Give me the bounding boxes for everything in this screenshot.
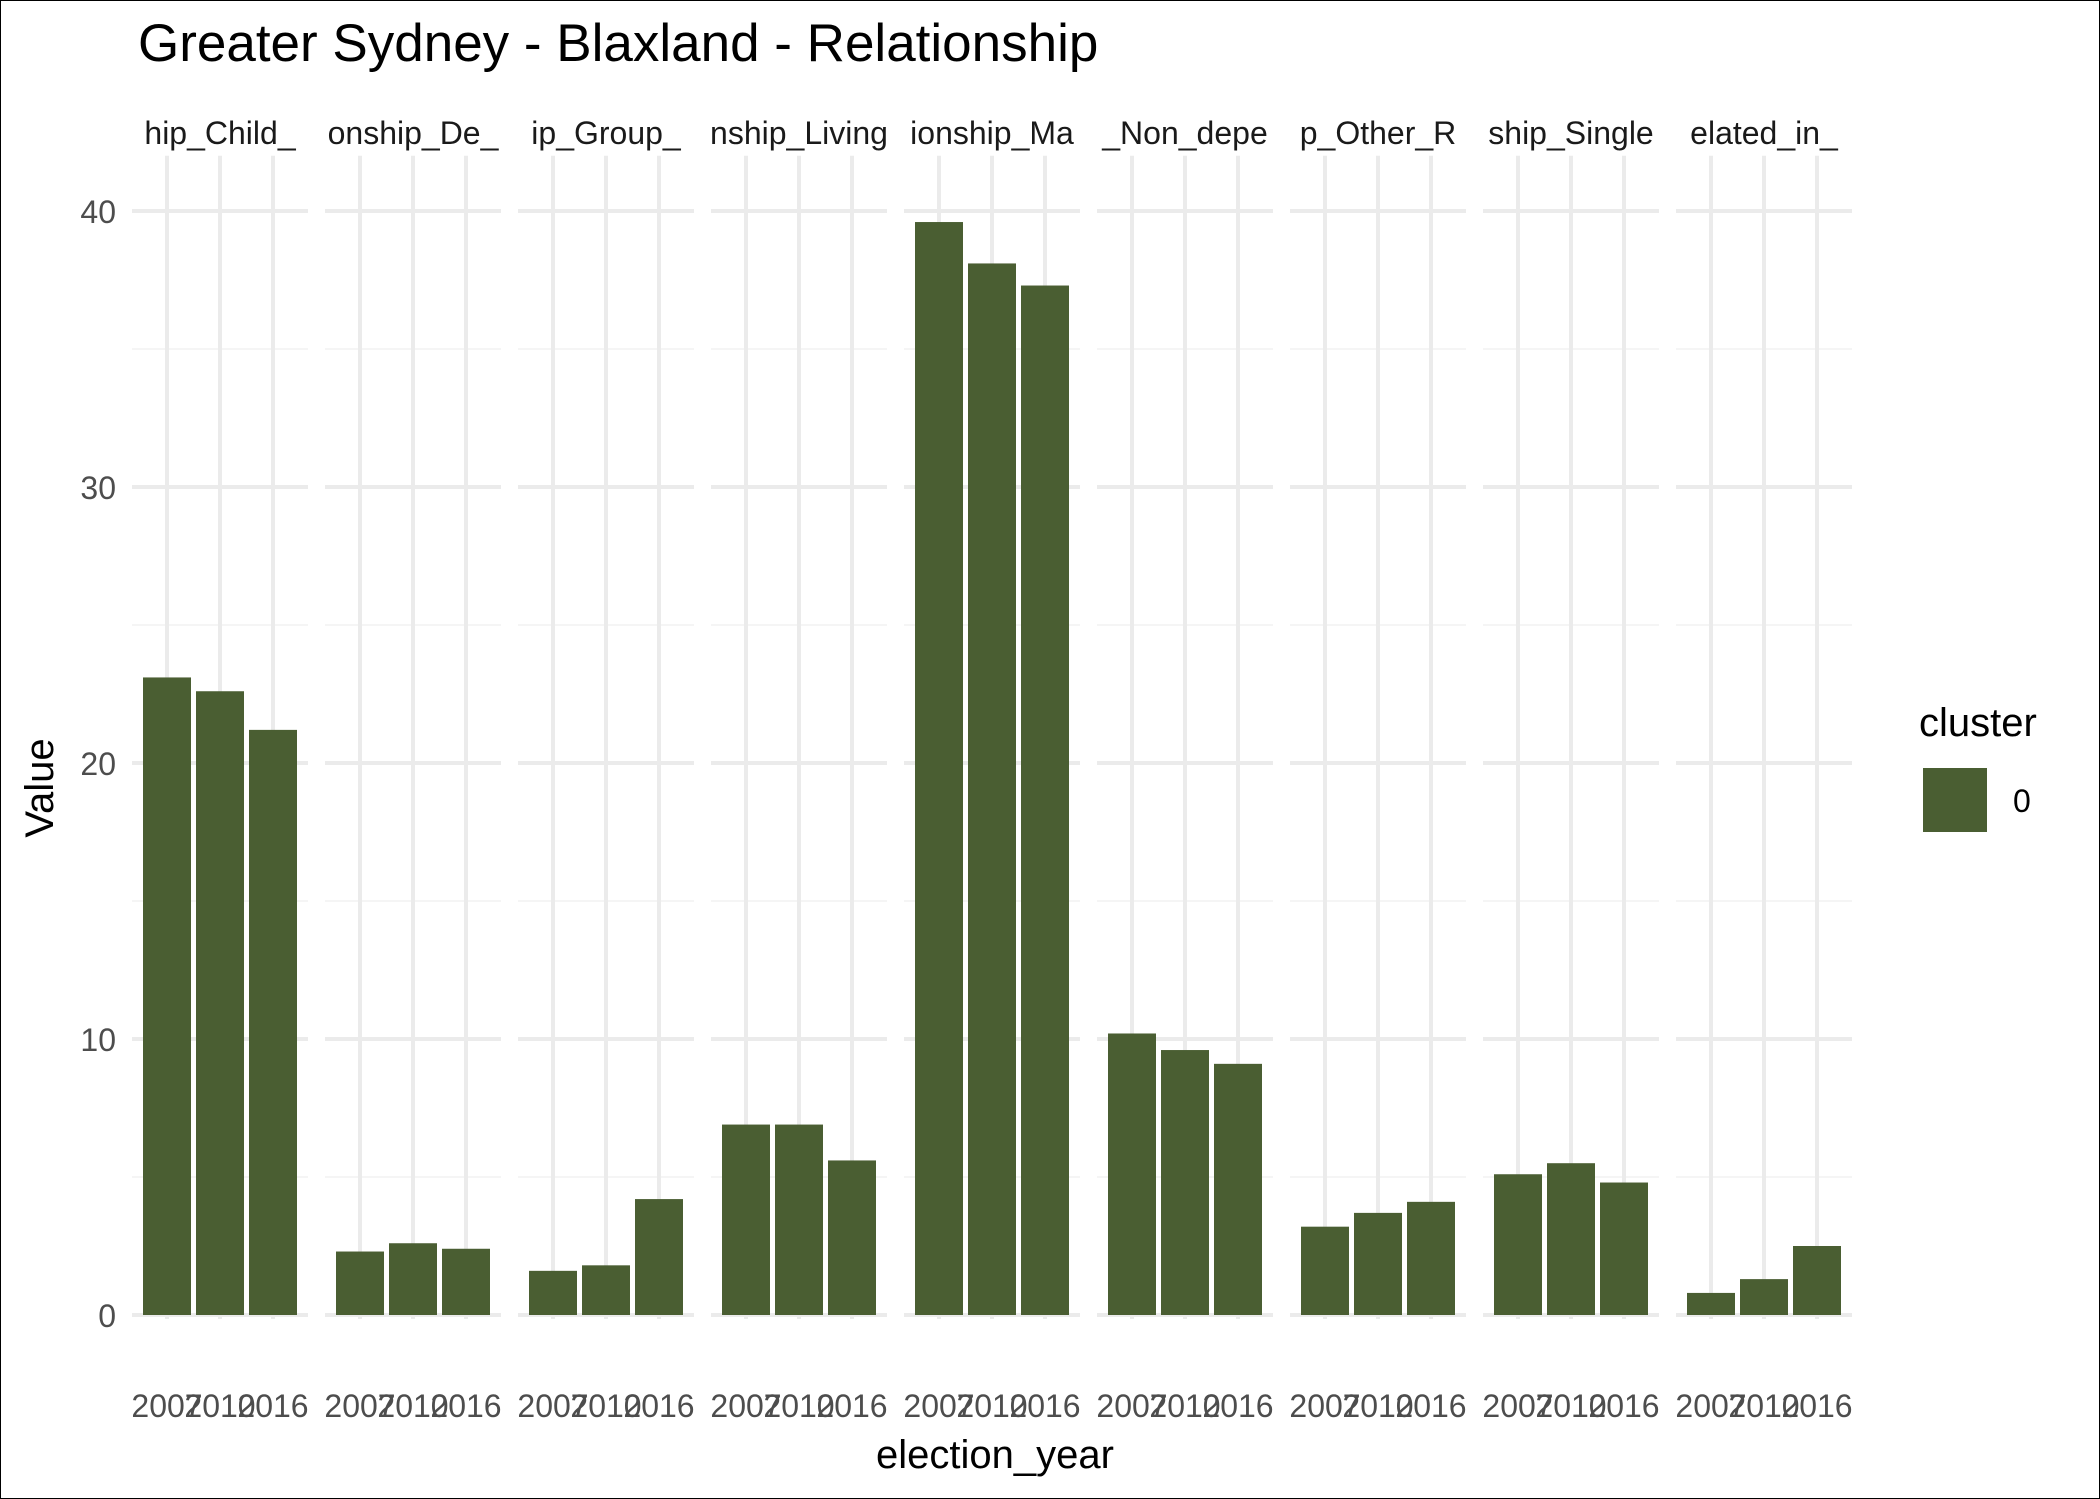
bar [1301,1226,1349,1315]
x-tick-label: 2016 [1202,1388,1273,1424]
x-tick-label: 2016 [1781,1388,1852,1424]
bar [336,1251,384,1315]
x-tick-label: 2007 [1675,1388,1746,1424]
x-tick-label: 2010 [956,1388,1027,1424]
bar [828,1160,876,1315]
x-tick-label: 2010 [570,1388,641,1424]
bar [915,222,963,1315]
facet-strip-label: elated_in_ [1690,115,1839,151]
bar [1108,1033,1156,1315]
bar [389,1243,437,1315]
bar [1407,1201,1455,1315]
y-axis-label: Value [18,738,62,837]
x-tick-label: 2007 [131,1388,202,1424]
bar [722,1124,770,1315]
bar [1687,1292,1735,1315]
chart-title: Greater Sydney - Blaxland - Relationship [138,14,1098,73]
x-tick-label: 2007 [324,1388,395,1424]
x-tick-label: 2007 [710,1388,781,1424]
x-tick-label: 2007 [1289,1388,1360,1424]
y-tick-label: 40 [80,194,116,230]
facet-strip-label: _Non_depe [1101,115,1267,151]
bar [775,1124,823,1315]
bar [1214,1063,1262,1315]
facet-strip-label: ionship_Ma [910,115,1074,151]
x-tick-label: 2010 [377,1388,448,1424]
x-tick-label: 2010 [763,1388,834,1424]
bar [1740,1279,1788,1315]
bar [1793,1246,1841,1315]
y-tick-label: 20 [80,746,116,782]
y-tick-label: 30 [80,470,116,506]
bar [1600,1182,1648,1315]
x-tick-label: 2016 [623,1388,694,1424]
facet-strip-label: onship_De_ [328,115,500,151]
facet-strip-label: ip_Group_ [531,115,682,151]
x-tick-label: 2016 [816,1388,887,1424]
x-tick-label: 2010 [1535,1388,1606,1424]
facet-strip-label: hip_Child_ [144,115,296,151]
legend: cluster 0 [1919,701,2037,832]
x-tick-label: 2010 [1728,1388,1799,1424]
facet-strip-label: ship_Single [1488,115,1653,151]
x-tick-label: 2016 [1395,1388,1466,1424]
legend-key-swatch [1923,768,1987,832]
x-tick-label: 2016 [237,1388,308,1424]
bar [1161,1050,1209,1315]
bar [143,677,191,1315]
bar [582,1265,630,1315]
x-tick-label: 2016 [430,1388,501,1424]
x-tick-label: 2010 [184,1388,255,1424]
bar [968,263,1016,1316]
plot-area: 010203040200720102016hip_Child_200720102… [80,115,1852,1424]
x-tick-label: 2010 [1342,1388,1413,1424]
bar [1494,1174,1542,1315]
bar [1354,1212,1402,1315]
x-tick-label: 2016 [1588,1388,1659,1424]
bar [1021,285,1069,1315]
x-tick-label: 2007 [1096,1388,1167,1424]
x-tick-label: 2007 [517,1388,588,1424]
y-tick-label: 10 [80,1022,116,1058]
bar [196,691,244,1315]
x-tick-label: 2010 [1149,1388,1220,1424]
x-tick-label: 2016 [1009,1388,1080,1424]
legend-entry-label: 0 [2013,783,2031,819]
facet-strip-label: nship_Living [710,115,888,151]
bar [1547,1163,1595,1315]
x-tick-label: 2007 [903,1388,974,1424]
legend-title: cluster [1919,701,2037,745]
bar [249,729,297,1315]
bar [635,1199,683,1315]
x-tick-label: 2007 [1482,1388,1553,1424]
y-tick-label: 0 [98,1298,116,1334]
bar [529,1270,577,1315]
facet-strip-label: p_Other_R [1300,115,1457,151]
x-axis-label: election_year [876,1433,1114,1477]
bar [442,1248,490,1315]
